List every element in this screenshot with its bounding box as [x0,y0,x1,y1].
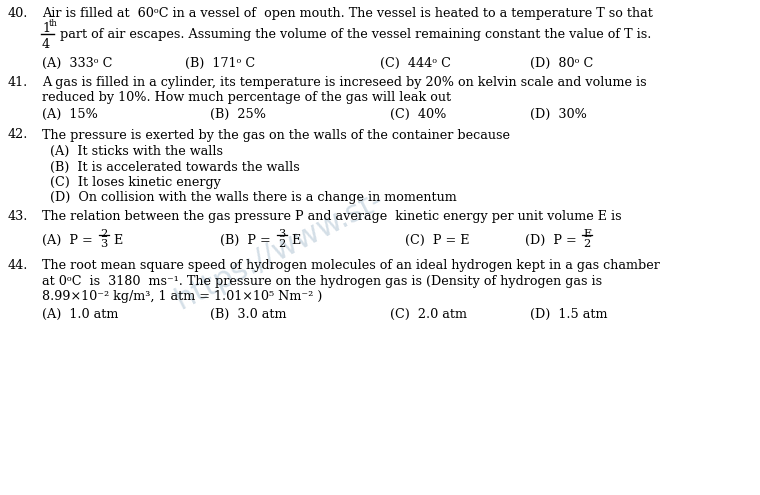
Text: 3: 3 [278,229,285,239]
Text: 44.: 44. [8,259,28,272]
Text: (B)  25%: (B) 25% [210,108,266,121]
Text: 41.: 41. [8,76,28,89]
Text: (C)  444ᵒ C: (C) 444ᵒ C [380,56,451,69]
Text: (D)  80ᵒ C: (D) 80ᵒ C [530,56,594,69]
Text: (C)  2.0 atm: (C) 2.0 atm [390,307,467,320]
Text: (D)  On collision with the walls there is a change in momentum: (D) On collision with the walls there is… [50,192,457,204]
Text: (D)  30%: (D) 30% [530,108,587,121]
Text: (B)  It is accelerated towards the walls: (B) It is accelerated towards the walls [50,160,299,174]
Text: at 0ᵒC  is  3180  ms⁻¹. The pressure on the hydrogen gas is (Density of hydrogen: at 0ᵒC is 3180 ms⁻¹. The pressure on the… [42,275,602,288]
Text: (A)  1.0 atm: (A) 1.0 atm [42,307,119,320]
Text: 4: 4 [42,38,50,51]
Text: 8.99×10⁻² kg/m³, 1 atm = 1.01×10⁵ Nm⁻² ): 8.99×10⁻² kg/m³, 1 atm = 1.01×10⁵ Nm⁻² ) [42,290,322,303]
Text: (A)  333ᵒ C: (A) 333ᵒ C [42,56,112,69]
Text: 2: 2 [278,239,285,249]
Text: th: th [49,19,58,29]
Text: (D)  P =: (D) P = [525,234,577,247]
Text: 3: 3 [100,239,107,249]
Text: 1: 1 [42,22,50,36]
Text: Air is filled at  60ᵒC in a vessel of  open mouth. The vessel is heated to a tem: Air is filled at 60ᵒC in a vessel of ope… [42,7,653,20]
Text: (B)  171ᵒ C: (B) 171ᵒ C [185,56,255,69]
Text: The root mean square speed of hydrogen molecules of an ideal hydrogen kept in a : The root mean square speed of hydrogen m… [42,259,660,272]
Text: The pressure is exerted by the gas on the walls of the container because: The pressure is exerted by the gas on th… [42,129,510,142]
Text: 2: 2 [583,239,591,249]
Text: (A)  15%: (A) 15% [42,108,98,121]
Text: 40.: 40. [8,7,28,20]
Text: part of air escapes. Assuming the volume of the vessel remaining constant the va: part of air escapes. Assuming the volume… [60,28,651,41]
Text: A gas is filled in a cylinder, its temperature is increseed by 20% on kelvin sca: A gas is filled in a cylinder, its tempe… [42,76,647,89]
Text: (C)  It loses kinetic energy: (C) It loses kinetic energy [50,176,221,189]
Text: reduced by 10%. How much percentage of the gas will leak out: reduced by 10%. How much percentage of t… [42,92,451,104]
Text: https://www.st-: https://www.st- [170,185,388,315]
Text: 43.: 43. [8,210,28,223]
Text: E: E [113,234,122,247]
Text: E: E [291,234,300,247]
Text: (A)  P =: (A) P = [42,234,93,247]
Text: (B)  3.0 atm: (B) 3.0 atm [210,307,287,320]
Text: E: E [583,229,591,239]
Text: 2: 2 [100,229,107,239]
Text: 42.: 42. [8,129,28,142]
Text: The relation between the gas pressure P and average  kinetic energy per unit vol: The relation between the gas pressure P … [42,210,622,223]
Text: (A)  It sticks with the walls: (A) It sticks with the walls [50,145,223,158]
Text: (D)  1.5 atm: (D) 1.5 atm [530,307,607,320]
Text: (C)  40%: (C) 40% [390,108,446,121]
Text: (B)  P =: (B) P = [220,234,271,247]
Text: (C)  P = E: (C) P = E [405,234,470,247]
